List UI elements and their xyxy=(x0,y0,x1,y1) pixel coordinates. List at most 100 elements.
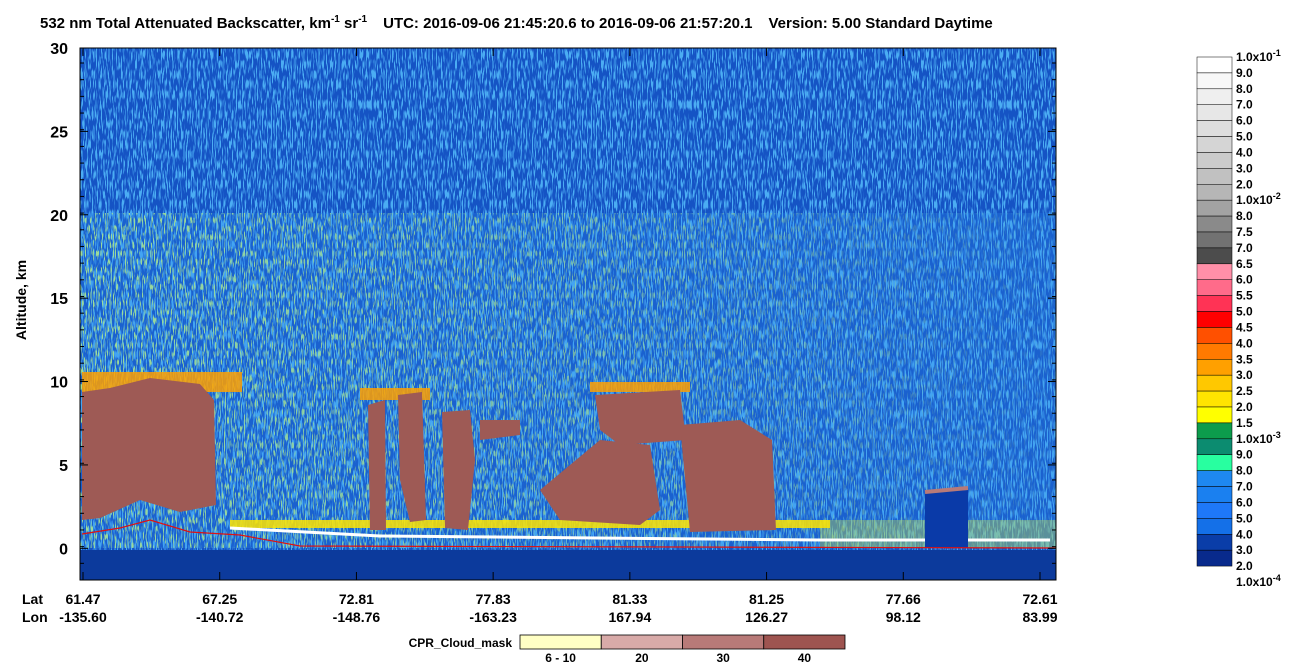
colorbar-swatch xyxy=(1196,152,1233,169)
colorbar-label: 3.5 xyxy=(1236,352,1253,366)
lat-label: 81.33 xyxy=(612,591,647,607)
title-exp: -1 xyxy=(331,14,340,25)
title-version: Version: 5.00 Standard Daytime xyxy=(769,15,993,32)
cloud-mask-swatch xyxy=(763,634,846,650)
lat-label: 81.25 xyxy=(749,591,784,607)
colorbar-swatch xyxy=(1196,311,1233,328)
title-exp: -1 xyxy=(358,14,367,25)
colorbar-swatch xyxy=(1196,104,1233,121)
lat-label: 72.61 xyxy=(1022,591,1057,607)
colorbar-label: 5.5 xyxy=(1236,289,1253,303)
colorbar-label: 2.5 xyxy=(1236,384,1253,398)
colorbar-label: 9.0 xyxy=(1236,448,1253,462)
cloud-mask-label: 40 xyxy=(798,651,812,665)
backscatter-image xyxy=(80,48,1056,580)
colorbar-swatch xyxy=(1196,406,1233,424)
colorbar-swatch xyxy=(1196,327,1233,344)
colorbar-label: 1.0x10-4 xyxy=(1236,573,1281,589)
y-tick-label: 15 xyxy=(50,291,68,308)
colorbar-label: 9.0 xyxy=(1236,66,1253,80)
y-axis-label: Altitude, km xyxy=(13,260,29,340)
title-unit: sr xyxy=(340,15,359,32)
colorbar-label: 5.0 xyxy=(1236,511,1253,525)
colorbar-label: 7.0 xyxy=(1236,241,1253,255)
x-row-label: Lon xyxy=(22,609,48,625)
colorbar-label: 1.0x10-3 xyxy=(1236,430,1281,446)
colorbar-label: 3.0 xyxy=(1236,543,1253,557)
colorbar-label: 2.0 xyxy=(1236,177,1253,191)
lon-label: 83.99 xyxy=(1022,609,1057,625)
colorbar-label: 1.5 xyxy=(1236,416,1253,430)
colorbar-swatch xyxy=(1196,295,1233,312)
y-tick-label: 30 xyxy=(50,41,68,58)
y-tick-label: 5 xyxy=(59,458,68,475)
colorbar-label: 6.0 xyxy=(1236,495,1253,509)
colorbar-label: 2.0 xyxy=(1236,400,1253,414)
colorbar-swatch xyxy=(1196,136,1233,153)
lon-label: 167.94 xyxy=(608,609,651,625)
colorbar-label: 6.0 xyxy=(1236,114,1253,128)
y-tick-label: 10 xyxy=(50,375,68,392)
lon-label: 126.27 xyxy=(745,609,788,625)
lon-label: -140.72 xyxy=(196,609,244,625)
colorbar-swatch xyxy=(1196,263,1233,280)
colorbar-label: 8.0 xyxy=(1236,209,1253,223)
colorbar-swatch xyxy=(1196,374,1233,392)
colorbar-label: 1.0x10-1 xyxy=(1236,48,1281,64)
colorbar-label-base: 1.0x10 xyxy=(1236,575,1273,589)
lon-label: -163.23 xyxy=(469,609,517,625)
y-tick-label: 25 xyxy=(50,124,68,141)
colorbar-label: 4.0 xyxy=(1236,527,1253,541)
colorbar-swatch xyxy=(1196,549,1233,567)
colorbar-swatch xyxy=(1196,534,1233,551)
colorbar-label: 1.0x10-2 xyxy=(1236,191,1281,207)
colorbar-swatch xyxy=(1196,518,1233,535)
colorbar-label: 3.0 xyxy=(1236,368,1253,382)
colorbar-label-exp: -4 xyxy=(1273,573,1281,583)
colorbar-swatch xyxy=(1196,199,1233,217)
colorbar-label: 5.0 xyxy=(1236,305,1253,319)
colorbar-swatch xyxy=(1196,470,1233,487)
colorbar-label-exp: -1 xyxy=(1273,48,1281,58)
cloud-mask-swatch xyxy=(600,634,683,650)
colorbar-swatch xyxy=(1196,215,1233,233)
colorbar-swatch xyxy=(1196,438,1233,455)
colorbar-swatch xyxy=(1196,88,1233,105)
colorbar-label: 7.5 xyxy=(1236,225,1253,239)
plot-frame xyxy=(79,47,1057,581)
colorbar-label: 7.0 xyxy=(1236,480,1253,494)
colorbar-label: 5.0 xyxy=(1236,130,1253,144)
colorbar-label: 2.0 xyxy=(1236,559,1253,573)
colorbar-swatch xyxy=(1196,231,1233,249)
colorbar-swatch xyxy=(1196,422,1233,440)
chart-title: 532 nm Total Attenuated Backscatter, km-… xyxy=(40,14,993,32)
colorbar-swatch xyxy=(1196,168,1233,185)
cloud-mask-label: 30 xyxy=(716,651,730,665)
colorbar-label-base: 1.0x10 xyxy=(1236,50,1273,64)
colorbar-swatch xyxy=(1196,359,1233,376)
lat-label: 77.66 xyxy=(886,591,921,607)
cloud-mask-swatch xyxy=(519,634,602,650)
cloud-mask-label: 6 - 10 xyxy=(545,651,576,665)
colorbar-swatch xyxy=(1196,184,1233,201)
colorbar-swatch xyxy=(1196,120,1233,137)
y-tick-label: 20 xyxy=(50,208,68,225)
colorbar-swatch xyxy=(1196,502,1233,519)
colorbar-swatch xyxy=(1196,343,1233,360)
cloud-mask-title: CPR_Cloud_mask xyxy=(409,636,513,650)
colorbar-label: 4.5 xyxy=(1236,320,1253,334)
x-row-label: Lat xyxy=(22,591,43,607)
colorbar-swatch xyxy=(1196,454,1233,471)
colorbar-label-base: 1.0x10 xyxy=(1236,432,1273,446)
lat-label: 61.47 xyxy=(65,591,100,607)
colorbar-label-exp: -3 xyxy=(1273,430,1281,440)
colorbar-label: 6.5 xyxy=(1236,257,1253,271)
lon-label: 98.12 xyxy=(886,609,921,625)
colorbar-label: 6.0 xyxy=(1236,273,1253,287)
lat-label: 72.81 xyxy=(339,591,374,607)
colorbar-label: 7.0 xyxy=(1236,98,1253,112)
colorbar-label: 8.0 xyxy=(1236,82,1253,96)
lon-label: -148.76 xyxy=(333,609,381,625)
lat-label: 77.83 xyxy=(476,591,511,607)
